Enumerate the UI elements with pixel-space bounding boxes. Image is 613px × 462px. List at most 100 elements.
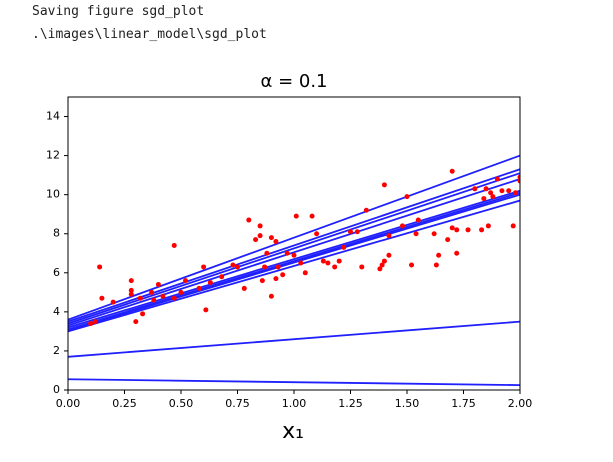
point [363,207,369,213]
point [381,258,387,264]
point [465,227,471,233]
point [404,194,410,200]
point [413,231,419,237]
line [68,378,520,387]
point [449,168,455,174]
point [386,233,392,239]
point [230,262,236,268]
y-tick-label: 0 [53,383,60,396]
x-tick-label: 2.00 [508,397,533,410]
point [241,285,247,291]
point [377,266,383,272]
point [275,264,281,270]
point [449,225,455,231]
point [510,223,516,229]
point [160,293,166,299]
plot-frame [67,96,521,391]
point [291,252,297,258]
y-tick-label: 10 [46,188,60,201]
line [68,172,520,325]
point [257,223,263,229]
point [341,244,347,250]
point [309,213,315,219]
point [133,319,139,325]
point [92,319,98,325]
line [68,189,520,329]
point [88,321,94,327]
point [284,250,290,256]
point [140,311,146,317]
point [262,264,268,270]
point [280,272,286,278]
point [128,291,134,297]
x-tick-label: 0.50 [169,397,194,410]
point [201,264,207,270]
point [235,264,240,270]
point [481,196,487,202]
output-line: Saving figure sgd_plot [32,4,205,19]
point [506,188,512,194]
point [246,217,252,223]
point [320,258,326,264]
point [302,270,308,276]
point [472,186,478,192]
point [171,295,177,301]
x-tick-label: 1.75 [451,397,476,410]
point [149,289,155,295]
point [490,194,496,200]
x-tick-label: 0.00 [56,397,81,410]
point [298,260,304,266]
line [68,154,520,321]
point [517,178,520,184]
point [273,239,279,245]
point [203,307,209,313]
point [454,227,460,233]
y-tick-label: 12 [46,149,60,162]
point [433,262,439,268]
point [196,285,202,291]
point [386,252,392,258]
y-tick-label: 8 [53,227,60,240]
line [68,199,520,333]
x-tick-label: 0.25 [112,397,137,410]
line [68,193,520,332]
point [178,289,184,295]
point [207,280,213,286]
point [485,223,491,229]
point [171,242,177,248]
point [381,182,387,188]
point [512,190,518,196]
point [336,258,342,264]
line [68,168,520,323]
point [379,262,385,268]
y-tick-label: 2 [53,344,60,357]
point [431,231,437,237]
point [268,293,274,299]
point [499,188,505,194]
point [110,299,116,305]
point [436,252,442,258]
point [332,264,338,270]
point [483,186,489,192]
point [293,213,299,219]
line [68,320,520,358]
point [97,264,103,270]
point [314,231,320,237]
point [219,274,225,280]
point [354,229,360,235]
x-tick-label: 1.50 [395,397,420,410]
x-axis-label: x₁ [282,419,304,444]
point [264,250,270,256]
output-line: .\images\linear_model\sgd_plot [32,27,267,42]
point [409,262,415,268]
point [359,264,365,270]
point [348,229,353,235]
point [99,295,105,301]
point [479,227,485,233]
point [268,235,274,241]
point [151,297,157,303]
point [488,190,494,196]
y-tick-label: 4 [53,305,60,318]
line [68,178,520,327]
